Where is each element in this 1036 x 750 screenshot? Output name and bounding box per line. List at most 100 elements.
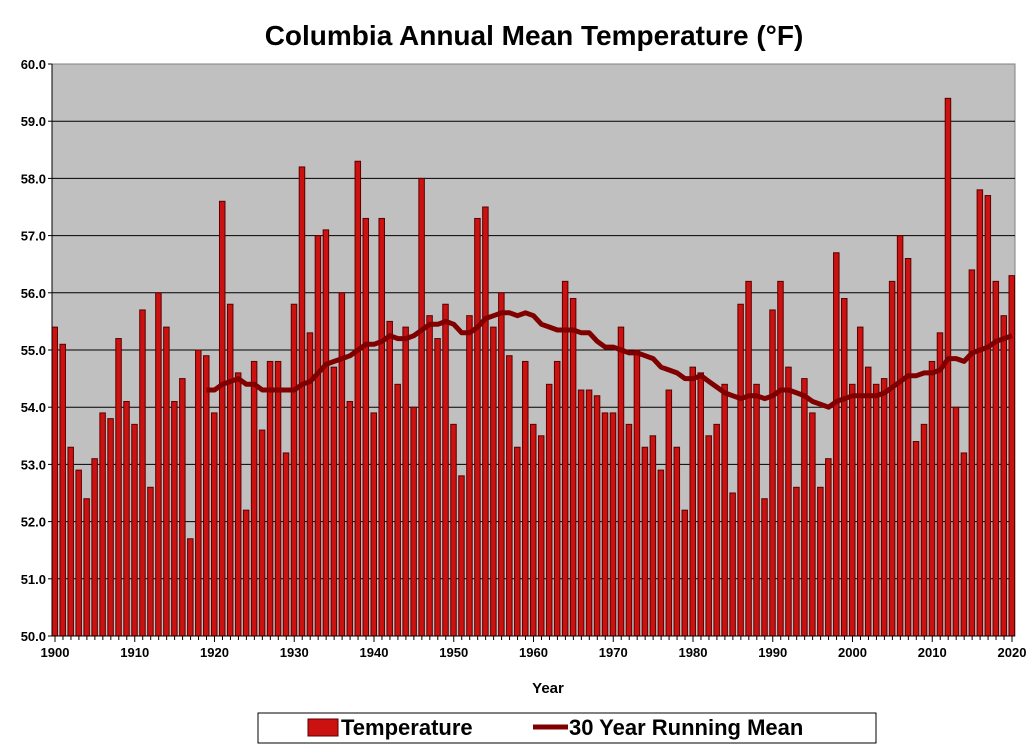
bar-1954 bbox=[482, 206, 489, 637]
bar-1981 bbox=[697, 372, 704, 637]
bar-2018 bbox=[992, 280, 1000, 637]
bar-1935 bbox=[330, 366, 338, 637]
bar-1916 bbox=[179, 378, 186, 637]
x-tick-label: 1990 bbox=[758, 645, 787, 660]
bar-1928 bbox=[274, 360, 282, 637]
bar-1966 bbox=[577, 389, 585, 637]
bar-1901 bbox=[59, 343, 66, 637]
bar-1913 bbox=[155, 292, 162, 637]
bar-1917 bbox=[187, 538, 194, 637]
x-tick-label: 1980 bbox=[679, 645, 708, 660]
bar-1988 bbox=[753, 383, 760, 637]
legend-swatch-temperature bbox=[307, 718, 339, 737]
bar-1991 bbox=[777, 280, 784, 637]
y-tick-label: 51.0 bbox=[21, 572, 46, 587]
x-tick-label: 1910 bbox=[120, 645, 149, 660]
bar-1992 bbox=[785, 366, 792, 637]
bar-1990 bbox=[769, 309, 776, 637]
bar-1933 bbox=[314, 235, 322, 637]
bar-1953 bbox=[474, 217, 481, 637]
bar-2004 bbox=[880, 378, 888, 637]
bar-1940 bbox=[370, 412, 377, 637]
bar-1986 bbox=[737, 303, 744, 637]
y-tick-label: 53.0 bbox=[21, 457, 46, 472]
bar-1931 bbox=[298, 166, 306, 637]
bar-2009 bbox=[920, 423, 928, 637]
bar-1969 bbox=[601, 412, 609, 637]
bar-1910 bbox=[131, 423, 138, 637]
y-tick-label: 58.0 bbox=[21, 171, 46, 186]
legend-label-temperature: Temperature bbox=[341, 715, 473, 740]
legend: Temperature 30 Year Running Mean bbox=[257, 712, 877, 744]
bar-1941 bbox=[378, 217, 385, 637]
bar-1936 bbox=[338, 292, 346, 637]
y-tick-label: 59.0 bbox=[21, 114, 46, 129]
bar-1944 bbox=[402, 326, 409, 637]
bar-1921 bbox=[218, 200, 226, 637]
bar-2017 bbox=[984, 195, 992, 637]
bar-1900 bbox=[51, 326, 58, 637]
y-tick-label: 54.0 bbox=[21, 400, 46, 415]
bar-1912 bbox=[147, 486, 154, 637]
bar-1929 bbox=[282, 452, 290, 637]
bar-1911 bbox=[139, 309, 146, 637]
x-tick-label: 2000 bbox=[838, 645, 867, 660]
bar-1907 bbox=[107, 418, 114, 637]
bar-1922 bbox=[226, 303, 234, 637]
y-tick-label: 52.0 bbox=[21, 515, 46, 530]
bar-2003 bbox=[872, 383, 880, 637]
bar-1951 bbox=[458, 475, 465, 637]
bar-1942 bbox=[386, 320, 393, 637]
y-tick-label: 55.0 bbox=[21, 343, 46, 358]
bar-1946 bbox=[418, 177, 425, 637]
bar-1980 bbox=[689, 366, 696, 637]
bar-1984 bbox=[721, 383, 728, 637]
bar-1975 bbox=[649, 435, 657, 637]
bar-1964 bbox=[561, 280, 569, 637]
bar-1909 bbox=[123, 400, 130, 637]
bar-2014 bbox=[960, 452, 968, 637]
bar-1939 bbox=[362, 217, 370, 637]
bar-2013 bbox=[952, 406, 960, 637]
bar-1902 bbox=[67, 446, 74, 637]
legend-label-running-mean: 30 Year Running Mean bbox=[569, 715, 803, 740]
bar-1999 bbox=[841, 298, 848, 637]
bar-1904 bbox=[83, 498, 90, 637]
bar-1958 bbox=[514, 446, 521, 637]
bar-1906 bbox=[99, 412, 106, 637]
bar-1995 bbox=[809, 412, 816, 637]
bar-1998 bbox=[833, 252, 840, 637]
bar-1971 bbox=[617, 326, 625, 637]
bar-1945 bbox=[410, 406, 417, 637]
bar-1924 bbox=[242, 509, 250, 637]
bar-1905 bbox=[91, 458, 98, 637]
bar-1950 bbox=[450, 423, 457, 637]
bar-2015 bbox=[968, 269, 976, 637]
bar-1967 bbox=[585, 389, 593, 637]
bar-1943 bbox=[394, 383, 401, 637]
bar-1961 bbox=[537, 435, 545, 637]
bar-1968 bbox=[593, 395, 601, 637]
chart-title: Columbia Annual Mean Temperature (°F) bbox=[265, 20, 804, 51]
bar-1993 bbox=[793, 486, 800, 637]
bar-1996 bbox=[817, 486, 824, 637]
bar-1948 bbox=[434, 338, 441, 637]
bar-1985 bbox=[729, 492, 736, 637]
bar-1974 bbox=[641, 446, 649, 637]
x-tick-label: 1970 bbox=[599, 645, 628, 660]
bar-1962 bbox=[545, 383, 553, 637]
bar-1960 bbox=[530, 423, 537, 637]
bar-1955 bbox=[490, 326, 497, 637]
y-tick-label: 50.0 bbox=[21, 629, 46, 644]
bar-1973 bbox=[633, 349, 641, 637]
bar-1982 bbox=[705, 435, 712, 637]
bar-1979 bbox=[681, 509, 689, 637]
bar-1947 bbox=[426, 315, 433, 637]
bar-1963 bbox=[553, 360, 561, 637]
y-tick-label: 56.0 bbox=[21, 286, 46, 301]
x-tick-label: 1900 bbox=[41, 645, 70, 660]
bar-2007 bbox=[904, 257, 912, 637]
bar-1937 bbox=[346, 400, 354, 637]
bar-1952 bbox=[466, 315, 473, 637]
